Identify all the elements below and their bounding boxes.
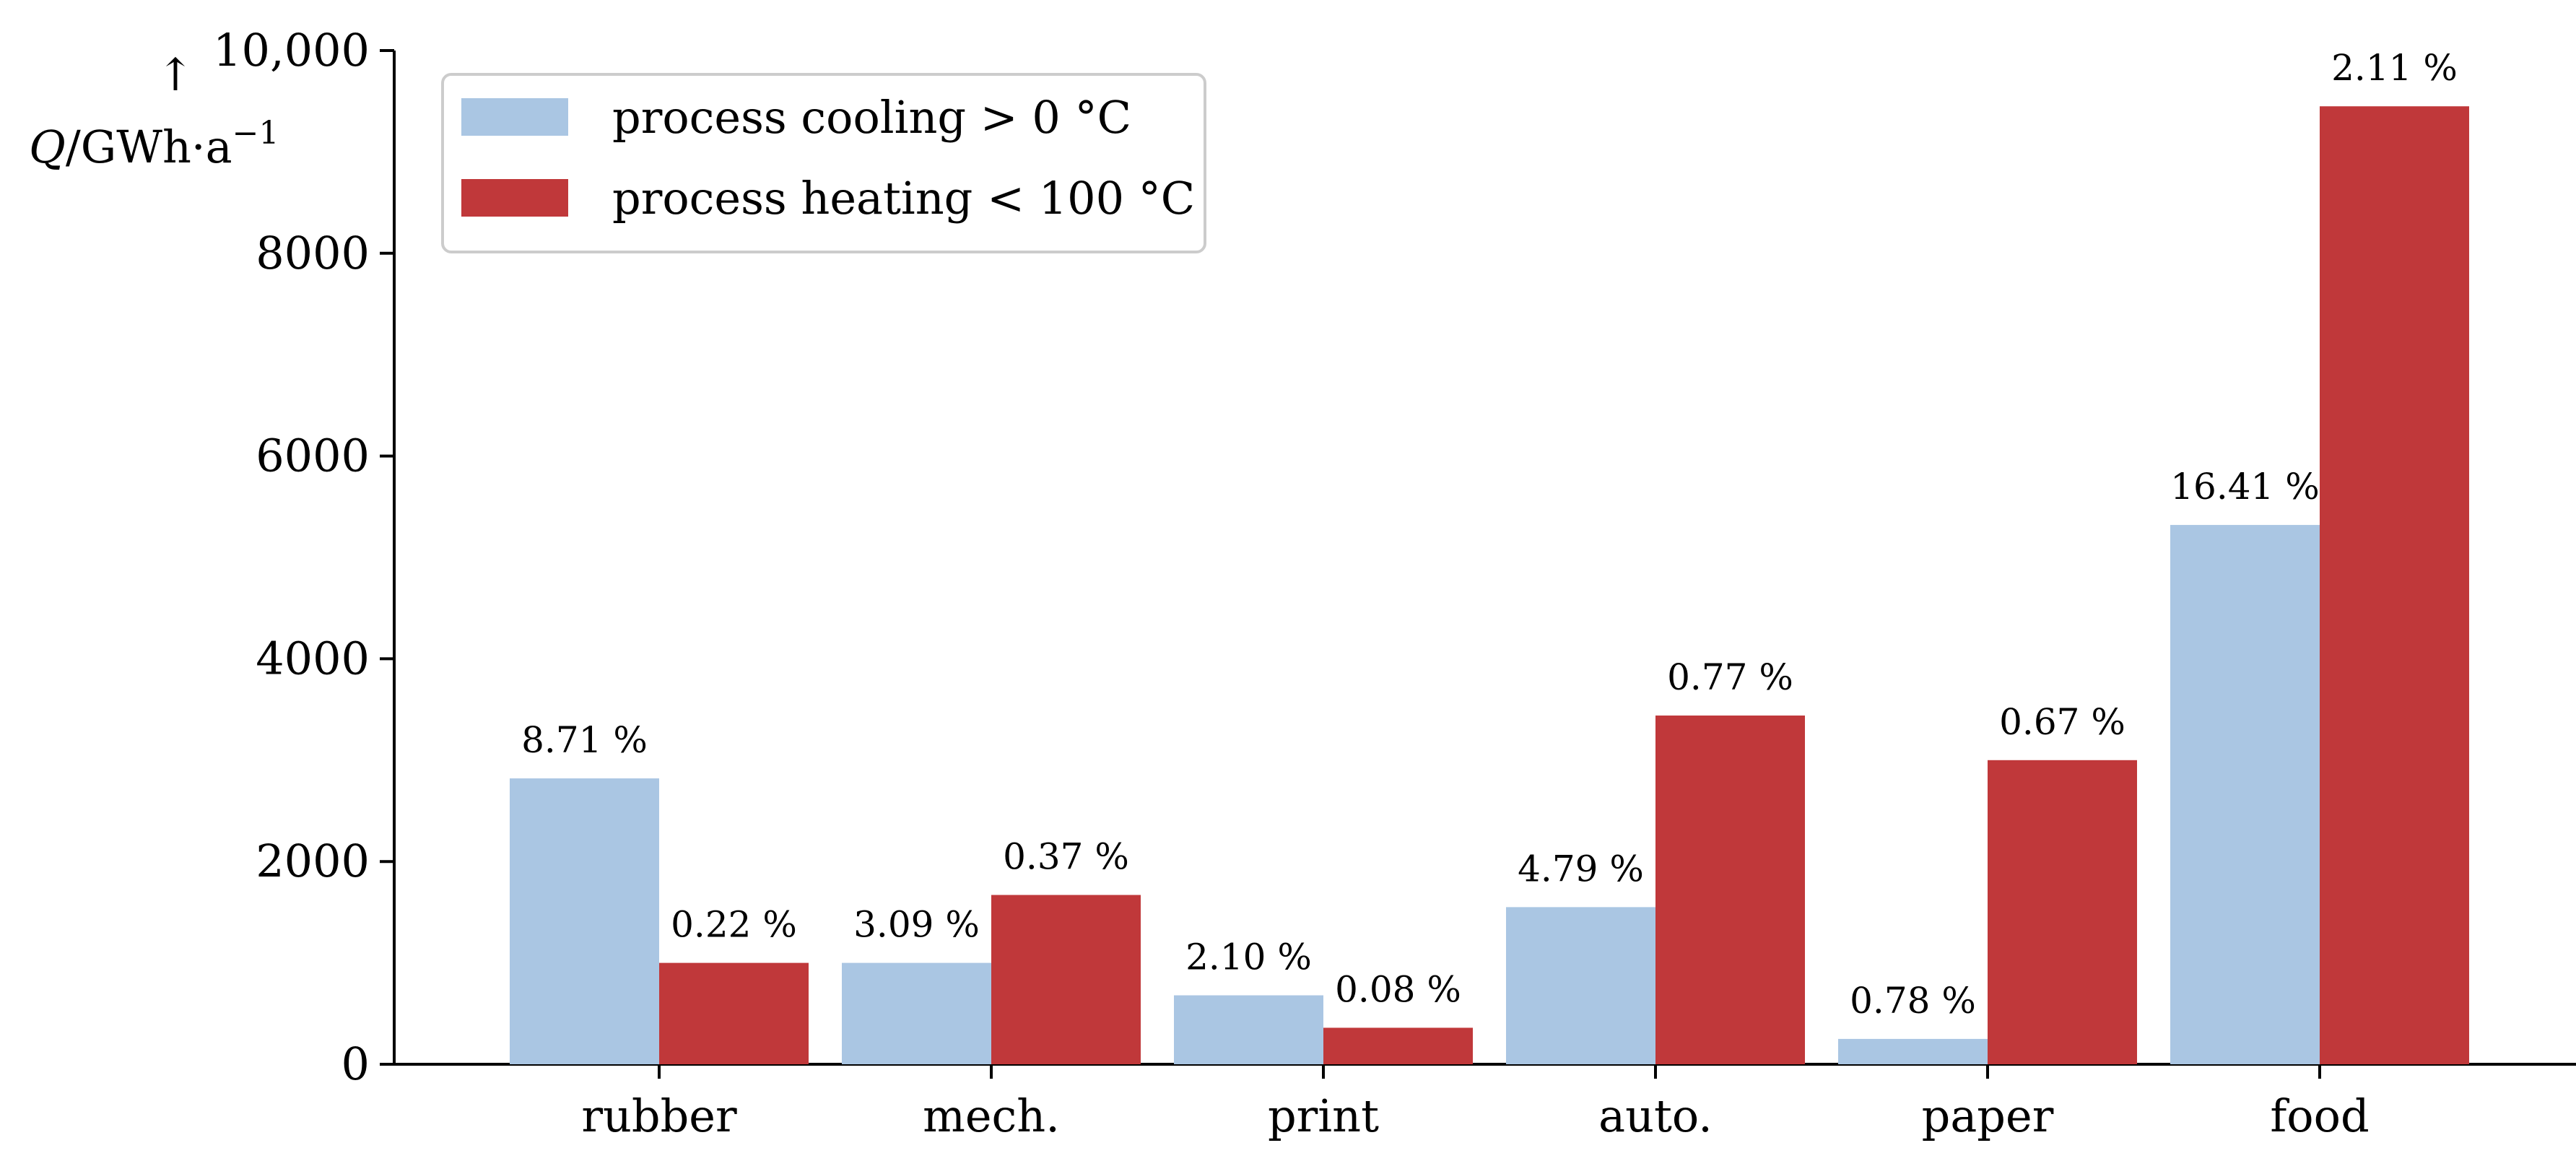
legend-label-cooling: process cooling > 0 °C bbox=[612, 91, 1131, 144]
legend-label-heating: process heating < 100 °C bbox=[612, 172, 1195, 225]
bar-heating bbox=[2320, 106, 2469, 1065]
data-label-cooling: 2.10 % bbox=[1185, 936, 1312, 978]
data-label-heating: 0.67 % bbox=[1999, 701, 2125, 743]
data-label-heating: 0.22 % bbox=[671, 904, 797, 946]
bar-cooling bbox=[1838, 1038, 1988, 1064]
x-tick-label: paper bbox=[1922, 1090, 2054, 1142]
bar-heating bbox=[1323, 1027, 1473, 1064]
bar-cooling bbox=[1506, 907, 1655, 1064]
y-axis-label: ↑ Q/GWh·a−1 bbox=[29, 48, 279, 173]
data-label-heating: 0.77 % bbox=[1667, 656, 1793, 698]
y-axis-label-exponent: −1 bbox=[232, 115, 279, 152]
bar-heating bbox=[991, 895, 1141, 1064]
bar-cooling bbox=[510, 778, 659, 1064]
x-tick-label: print bbox=[1268, 1090, 1379, 1142]
bar-heating bbox=[659, 962, 809, 1064]
data-label-cooling: 16.41 % bbox=[2170, 466, 2320, 508]
x-tick-label: rubber bbox=[581, 1090, 737, 1142]
legend: process cooling > 0 °C process heating <… bbox=[441, 73, 1206, 253]
y-tick-label: 10,000 bbox=[213, 24, 370, 77]
legend-frame bbox=[441, 73, 1206, 253]
y-tick-label: 4000 bbox=[256, 632, 370, 684]
data-label-cooling: 0.78 % bbox=[1850, 980, 1976, 1022]
legend-swatch-cooling bbox=[461, 98, 568, 136]
data-label-cooling: 4.79 % bbox=[1518, 848, 1644, 890]
bar-cooling bbox=[842, 962, 991, 1064]
bar-heating bbox=[1655, 716, 1805, 1064]
y-ticks: 0 2000 4000 6000 8000 10,000 bbox=[213, 24, 394, 1090]
y-tick-label: 2000 bbox=[256, 835, 370, 887]
y-axis-label-unit: /GWh·a bbox=[66, 121, 232, 173]
data-label-cooling: 8.71 % bbox=[521, 719, 648, 761]
x-tick-label: mech. bbox=[923, 1090, 1060, 1142]
y-tick-label: 6000 bbox=[256, 430, 370, 482]
y-tick-label: 8000 bbox=[256, 227, 370, 279]
data-label-heating: 0.37 % bbox=[1003, 836, 1129, 878]
y-tick-label: 0 bbox=[341, 1038, 370, 1090]
x-ticks: rubber mech. print auto. paper food bbox=[581, 1064, 2370, 1142]
bar-cooling bbox=[1174, 995, 1323, 1064]
bar-heating bbox=[1988, 760, 2137, 1064]
bars: 8.71 % 0.22 % 3.09 % 0.37 % 2.10 % 0.08 % 4.79… bbox=[510, 47, 2469, 1065]
legend-swatch-heating bbox=[461, 179, 568, 217]
data-label-heating: 0.08 % bbox=[1335, 968, 1461, 1010]
y-axis-label-text: Q/GWh·a−1 bbox=[29, 115, 279, 173]
x-tick-label: auto. bbox=[1598, 1090, 1713, 1142]
bar-cooling bbox=[2170, 525, 2320, 1064]
data-label-cooling: 3.09 % bbox=[853, 904, 980, 946]
x-tick-label: food bbox=[2270, 1090, 2369, 1142]
data-label-heating: 2.11 % bbox=[2331, 47, 2458, 89]
y-axis-label-arrow: ↑ bbox=[157, 48, 194, 101]
y-axis-label-symbol: Q bbox=[29, 121, 66, 173]
